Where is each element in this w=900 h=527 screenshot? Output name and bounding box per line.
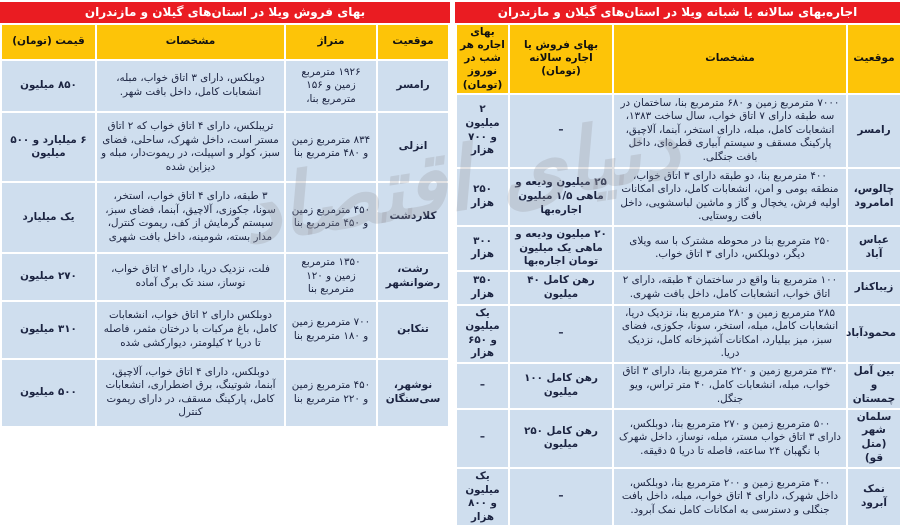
cell-specs: دوبلکس، دارای ۴ اتاق خواب، آلاچیق، آبنما… [97, 359, 284, 426]
cell-nowruz-night: ۲۵۰ هزار [457, 168, 508, 225]
cell-location: چالوس، امامرود [848, 168, 900, 225]
cell-location: کلاردشت [378, 183, 448, 252]
table-row: عباس آباد ۲۵۰ مترمربع بنا در محوطه مشترک… [457, 226, 900, 270]
rent-table: موقعیت مشخصات بهای فروش یا اجاره سالانه … [455, 23, 900, 527]
table-row: بین آمل و چمستان ۳۳۰ مترمربع زمین و ۲۲۰ … [457, 363, 900, 408]
cell-area: ۴۵۰ مترمربع زمین و ۴۵۰ مترمربع بنا [286, 183, 376, 252]
table-row: نمک آبرود ۴۰۰ مترمربع زمین و ۲۰۰ مترمربع… [457, 469, 900, 526]
cell-location: نوشهر، سی‌سنگان [378, 359, 448, 426]
rent-header-row: موقعیت مشخصات بهای فروش یا اجاره سالانه … [457, 25, 900, 93]
sale-header-row: موقعیت متراژ مشخصات قیمت (تومان) [2, 25, 448, 59]
cell-specs: ۱۰۰ مترمربع بنا واقع در ساختمان ۴ طبقه، … [614, 271, 846, 304]
cell-specs: فلت، نزدیک دریا، دارای ۲ اتاق خواب، نوسا… [97, 253, 284, 300]
cell-nowruz-night: یک میلیون و ۶۵۰ هزار [457, 305, 508, 362]
cell-specs: ۳۳۰ مترمربع زمین و ۲۲۰ مترمربع بنا، دارا… [614, 363, 846, 408]
sale-table-section: بهای فروش ویلا در استان‌های گیلان و مازن… [0, 0, 450, 428]
header-location: موقعیت [848, 25, 900, 93]
cell-price: ۳۱۰ میلیون [2, 301, 95, 358]
header-specs: مشخصات [97, 25, 284, 59]
sale-table: موقعیت متراژ مشخصات قیمت (تومان) رامسر ۱… [0, 23, 450, 428]
sale-table-title: بهای فروش ویلا در استان‌های گیلان و مازن… [0, 2, 450, 23]
cell-sale-or-annual: رهن کامل ۲۵۰ میلیون [510, 409, 612, 467]
table-row: رشت، رضوانشهر ۱۳۵۰ مترمربع زمین و ۱۲۰ مت… [2, 253, 448, 300]
table-row: انزلی ۸۳۴ مترمربع زمین و ۴۸۰ مترمربع بنا… [2, 113, 448, 182]
cell-specs: تریبلکس، دارای ۴ اتاق خواب که ۲ اتاق مست… [97, 113, 284, 182]
cell-price: یک میلیارد [2, 183, 95, 252]
cell-area: ۱۳۵۰ مترمربع زمین و ۱۲۰ مترمربع بنا [286, 253, 376, 300]
header-area: متراژ [286, 25, 376, 59]
cell-specs: ۳ طبقه، دارای ۴ اتاق خواب، استخر، سونا، … [97, 183, 284, 252]
cell-location: انزلی [378, 113, 448, 182]
cell-location: رامسر [848, 94, 900, 167]
table-row: زیباکنار ۱۰۰ مترمربع بنا واقع در ساختمان… [457, 271, 900, 304]
cell-area: ۸۳۴ مترمربع زمین و ۴۸۰ مترمربع بنا [286, 113, 376, 182]
cell-nowruz-night: ۲ میلیون و ۷۰۰ هزار [457, 94, 508, 167]
cell-nowruz-night: ۳۰۰ هزار [457, 226, 508, 270]
cell-location: بین آمل و چمستان [848, 363, 900, 408]
cell-price: ۶ میلیارد و ۵۰۰ میلیون [2, 113, 95, 182]
cell-price: ۵۰۰ میلیون [2, 359, 95, 426]
cell-sale-or-annual: ۲۰ میلیون ودیعه و ماهی یک میلیون تومان ا… [510, 226, 612, 270]
table-row: سلمان شهر (متل قو) ۵۰۰ مترمربع زمین و ۲۷… [457, 409, 900, 467]
cell-location: تنکابن [378, 301, 448, 358]
cell-specs: ۴۰۰ مترمربع بنا، دو طبقه دارای ۳ اتاق خو… [614, 168, 846, 225]
cell-price: ۲۷۰ میلیون [2, 253, 95, 300]
cell-sale-or-annual: – [510, 94, 612, 167]
table-row: کلاردشت ۴۵۰ مترمربع زمین و ۴۵۰ مترمربع ب… [2, 183, 448, 252]
cell-location: محمودآباد [846, 305, 900, 362]
cell-area: ۱۹۲۶ مترمربع زمین و ۱۵۶ مترمربع بنا، [286, 61, 376, 112]
rent-table-section: اجاره‌بهای سالانه یا شبانه ویلا در استان… [455, 0, 900, 527]
header-nowruz-night: بهای اجاره هر شب در نوروز (تومان) [457, 25, 508, 93]
cell-location: رشت، رضوانشهر [378, 253, 448, 300]
cell-specs: ۷۰۰۰ مترمربع زمین و ۶۸۰ مترمربع بنا، ساخ… [614, 94, 846, 167]
table-row: تنکابن ۷۰۰ مترمربع زمین و ۱۸۰ مترمربع بن… [2, 301, 448, 358]
table-row: نوشهر، سی‌سنگان ۴۵۰ مترمربع زمین و ۲۲۰ م… [2, 359, 448, 426]
cell-location: عباس آباد [848, 226, 900, 270]
cell-sale-or-annual: – [510, 305, 612, 362]
cell-location: سلمان شهر (متل قو) [848, 409, 900, 467]
table-row: رامسر ۱۹۲۶ مترمربع زمین و ۱۵۶ مترمربع بن… [2, 61, 448, 112]
cell-specs: ۵۰۰ مترمربع زمین و ۲۷۰ مترمربع بنا، دوبل… [614, 409, 846, 467]
header-location: موقعیت [378, 25, 448, 59]
cell-specs: ۲۵۰ مترمربع بنا در محوطه مشترک با سه ویل… [614, 226, 846, 270]
cell-area: ۴۵۰ مترمربع زمین و ۲۲۰ مترمربع بنا [286, 359, 376, 426]
cell-specs: دوبلکس دارای ۲ اتاق خواب، انشعابات کامل،… [97, 301, 284, 358]
cell-specs: ۲۸۵ مترمربع زمین و ۲۸۰ مترمربع بنا، نزدی… [614, 305, 846, 362]
cell-sale-or-annual: ۲۵ میلیون ودیعه و ماهی ۱/۵ میلیون اجاره‌… [510, 168, 612, 225]
table-row: رامسر ۷۰۰۰ مترمربع زمین و ۶۸۰ مترمربع بن… [457, 94, 900, 167]
header-specs: مشخصات [614, 25, 846, 93]
cell-nowruz-night: یک میلیون و ۸۰۰ هزار [457, 469, 508, 526]
cell-price: ۸۵۰ میلیون [2, 61, 95, 112]
cell-nowruz-night: – [457, 409, 508, 467]
header-sale-or-annual: بهای فروش یا اجاره سالانه (تومان) [510, 25, 612, 93]
cell-sale-or-annual: – [510, 469, 612, 526]
cell-location: رامسر [378, 61, 448, 112]
cell-nowruz-night: ۳۵۰ هزار [457, 271, 508, 304]
cell-sale-or-annual: رهن کامل ۱۰۰ میلیون [510, 363, 612, 408]
cell-nowruz-night: – [457, 363, 508, 408]
table-row: چالوس، امامرود ۴۰۰ مترمربع بنا، دو طبقه … [457, 168, 900, 225]
cell-sale-or-annual: رهن کامل ۴۰ میلیون [510, 271, 612, 304]
cell-specs: دوبلکس، دارای ۳ اتاق خواب، مبله، انشعابا… [97, 61, 284, 112]
cell-location: نمک آبرود [848, 469, 900, 526]
table-row: محمودآباد ۲۸۵ مترمربع زمین و ۲۸۰ مترمربع… [457, 305, 900, 362]
header-price: قیمت (تومان) [2, 25, 95, 59]
cell-location: زیباکنار [848, 271, 900, 304]
cell-specs: ۴۰۰ مترمربع زمین و ۲۰۰ مترمربع بنا، دوبل… [614, 469, 846, 526]
cell-area: ۷۰۰ مترمربع زمین و ۱۸۰ مترمربع بنا [286, 301, 376, 358]
rent-table-title: اجاره‌بهای سالانه یا شبانه ویلا در استان… [455, 2, 900, 23]
